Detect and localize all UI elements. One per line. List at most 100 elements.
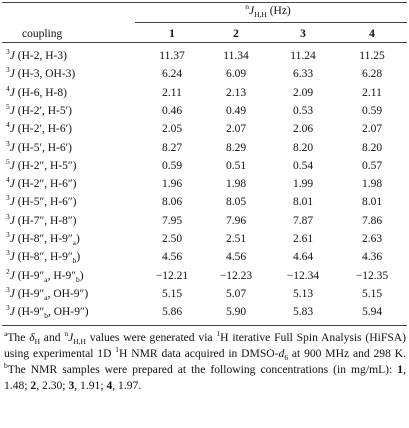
value-cell: 8.01: [361, 196, 383, 209]
text-fragment: (H-5″, H-6″): [14, 196, 77, 209]
text-fragment: values were generated via: [85, 331, 217, 344]
text-fragment: (H-8″, H-9″: [14, 233, 73, 245]
text-fragment: (H-9″: [14, 306, 45, 319]
text-fragment: J: [248, 5, 255, 17]
text-fragment: a: [4, 329, 8, 338]
value-cell: 8.20: [292, 141, 314, 154]
value-cell: 8.20: [361, 141, 383, 154]
row-label: 5J (H-2′, H-5′): [6, 101, 72, 118]
text-fragment: 3: [6, 193, 10, 203]
row-label: 3J (H-8″, H-9″b): [6, 248, 80, 265]
value-cell: 0.59: [161, 159, 183, 172]
value-cell: 1.98: [361, 178, 383, 191]
value-cell: 2.13: [225, 86, 247, 99]
column-header: 1: [169, 28, 175, 40]
value-cell: 2.63: [361, 233, 383, 245]
value-cell: 2.07: [225, 123, 247, 136]
value-cell: 11.24: [290, 50, 316, 62]
text-fragment: b: [76, 274, 80, 284]
value-cell: 2.61: [292, 233, 314, 245]
text-fragment: 2: [6, 266, 10, 276]
value-cell: 8.01: [292, 196, 314, 209]
text-fragment: 3: [6, 303, 10, 313]
row-label: 3J (H-8″, H-9″a): [6, 231, 80, 247]
text-fragment: J: [9, 196, 15, 209]
value-cell: −12.21: [155, 269, 189, 282]
bottom-rule: [2, 325, 407, 326]
column-header: 3: [300, 28, 306, 40]
text-fragment: , OH-9″): [47, 287, 89, 300]
text-fragment: 1: [397, 363, 404, 376]
text-fragment: δ: [29, 331, 35, 344]
text-fragment: (H-2, H-3): [14, 50, 67, 62]
value-cell: 1.98: [225, 178, 247, 191]
row-label: 3J (H-7″, H-8″): [6, 212, 77, 228]
text-fragment: H,H: [73, 337, 86, 346]
value-cell: 2.07: [361, 123, 383, 136]
value-cell: 7.87: [292, 214, 314, 227]
span-header: nJH,H (Hz): [245, 2, 291, 19]
text-fragment: The: [7, 331, 30, 344]
text-fragment: 2: [30, 379, 37, 392]
text-fragment: ): [76, 233, 80, 245]
value-cell: 5.90: [225, 306, 247, 319]
text-fragment: (H-7″, H-8″): [14, 214, 77, 227]
column-header: coupling: [22, 28, 63, 40]
text-fragment: 4: [6, 120, 10, 130]
value-cell: 6.28: [361, 68, 383, 81]
text-fragment: J: [9, 287, 15, 300]
text-fragment: (H-2″, H-6″): [14, 178, 77, 191]
text-fragment: J: [9, 178, 15, 191]
text-fragment: and: [40, 331, 65, 344]
footnote: aThe δH and nJH,H values were generated …: [4, 330, 406, 394]
value-cell: 5.15: [361, 287, 383, 300]
value-cell: 11.37: [159, 50, 185, 62]
text-fragment: , H-9″: [47, 269, 77, 282]
value-cell: 7.86: [361, 214, 383, 227]
value-cell: 0.49: [225, 104, 247, 117]
text-fragment: H NMR data acquired in DMSO-: [119, 347, 279, 360]
text-fragment: (Hz): [266, 5, 291, 17]
text-fragment: d: [278, 347, 285, 360]
text-fragment: , 1.48;: [4, 363, 406, 392]
text-fragment: J: [9, 159, 15, 172]
value-cell: 11.25: [359, 50, 385, 62]
text-fragment: H,H: [254, 10, 267, 19]
text-fragment: J: [9, 214, 15, 227]
text-fragment: (H-8″, H-9″: [14, 251, 73, 264]
text-fragment: at 900 MHz and 298 K.: [288, 347, 406, 360]
text-fragment: J: [9, 68, 15, 81]
text-fragment: n: [64, 329, 69, 338]
value-cell: 7.96: [225, 214, 247, 227]
row-label: 3J (H-2, H-3): [6, 47, 67, 63]
value-cell: 5.94: [361, 306, 383, 319]
value-cell: 2.11: [162, 86, 182, 99]
text-fragment: J: [9, 104, 15, 117]
text-fragment: 3: [6, 284, 10, 294]
row-label: 3J (H-5′, H-6′): [6, 139, 72, 155]
value-cell: 2.51: [225, 233, 247, 245]
text-fragment: , 1.97.: [112, 379, 142, 392]
column-header: 4: [369, 28, 375, 40]
value-cell: 4.56: [225, 251, 247, 264]
text-fragment: 5: [6, 101, 10, 111]
row-label: 5J (H-2″, H-5″): [6, 158, 77, 173]
text-fragment: n: [245, 2, 249, 11]
text-fragment: 3: [6, 47, 10, 56]
value-cell: 11.34: [223, 50, 249, 62]
row-label: 4J (H-2″, H-6″): [6, 176, 77, 191]
value-cell: 5.83: [292, 306, 314, 319]
value-cell: 1.99: [292, 178, 314, 191]
text-fragment: (H-6, H-8): [14, 86, 67, 99]
text-fragment: (H-2′, H-6′): [14, 123, 72, 136]
text-fragment: J: [68, 331, 74, 344]
text-fragment: H: [34, 337, 40, 346]
text-fragment: 3: [6, 248, 10, 258]
row-label: 4J (H-6, H-8): [6, 84, 67, 100]
value-cell: 0.59: [361, 104, 383, 117]
column-header: 2: [233, 28, 239, 40]
value-cell: 2.05: [161, 123, 183, 136]
value-cell: 2.06: [292, 123, 314, 136]
span-rule: [135, 22, 407, 23]
text-fragment: (H-9″: [14, 287, 45, 300]
